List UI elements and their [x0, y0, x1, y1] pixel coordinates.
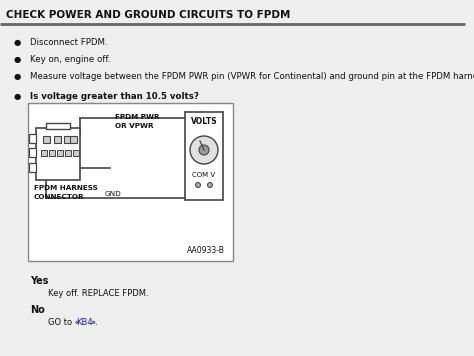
- Circle shape: [190, 136, 218, 164]
- Text: OR VPWR: OR VPWR: [115, 123, 154, 129]
- Text: FPDM PWR: FPDM PWR: [115, 114, 159, 120]
- Bar: [29, 134, 36, 143]
- Bar: [65, 150, 71, 156]
- Text: Is voltage greater than 10.5 volts?: Is voltage greater than 10.5 volts?: [30, 92, 199, 101]
- Text: FPDM HARNESS: FPDM HARNESS: [34, 185, 98, 191]
- Bar: [73, 150, 79, 156]
- Text: ●: ●: [14, 92, 21, 101]
- Text: ●: ●: [14, 38, 21, 47]
- Circle shape: [195, 183, 201, 188]
- Text: COM V: COM V: [192, 172, 216, 178]
- Bar: [64, 136, 71, 143]
- Text: CONNECTOR: CONNECTOR: [34, 194, 84, 200]
- Bar: [28, 103, 233, 261]
- Bar: [46, 123, 70, 129]
- Text: Key on, engine off.: Key on, engine off.: [30, 55, 110, 64]
- Text: No: No: [30, 305, 45, 315]
- Text: Measure voltage between the FPDM PWR pin (VPWR for Continental) and ground pin a: Measure voltage between the FPDM PWR pin…: [30, 72, 474, 81]
- Text: VOLTS: VOLTS: [191, 117, 217, 126]
- Bar: [41, 150, 47, 156]
- Bar: [29, 163, 36, 172]
- Text: Yes: Yes: [30, 276, 48, 286]
- Bar: [29, 148, 36, 157]
- Text: ».: ».: [90, 318, 98, 327]
- Bar: [57, 150, 63, 156]
- Text: GND: GND: [105, 191, 122, 197]
- Bar: [185, 112, 223, 200]
- Text: ●: ●: [14, 72, 21, 81]
- Text: Key off. REPLACE FPDM.: Key off. REPLACE FPDM.: [48, 289, 149, 298]
- Bar: [49, 150, 55, 156]
- Bar: [54, 136, 61, 143]
- Circle shape: [199, 145, 209, 155]
- Text: KB4: KB4: [76, 318, 92, 327]
- Text: ●: ●: [14, 55, 21, 64]
- Text: AA0933-B: AA0933-B: [187, 246, 225, 255]
- Text: CHECK POWER AND GROUND CIRCUITS TO FPDM: CHECK POWER AND GROUND CIRCUITS TO FPDM: [6, 10, 291, 20]
- Bar: [36, 128, 80, 180]
- Bar: [70, 136, 77, 143]
- Circle shape: [208, 183, 212, 188]
- Text: Disconnect FPDM.: Disconnect FPDM.: [30, 38, 108, 47]
- Text: GO to «: GO to «: [48, 318, 80, 327]
- Bar: [43, 136, 50, 143]
